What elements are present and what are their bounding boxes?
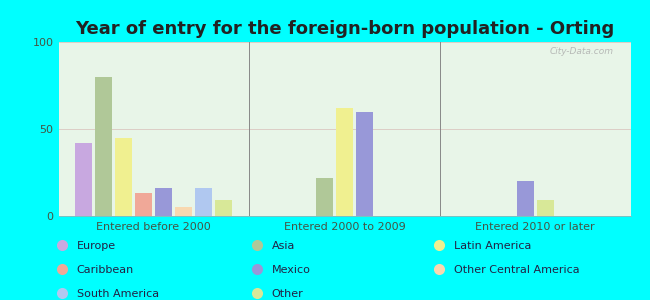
Bar [176, 207, 192, 216]
Text: Latin America: Latin America [454, 241, 531, 251]
Bar [356, 112, 373, 216]
Text: City-Data.com: City-Data.com [549, 47, 614, 56]
Bar [195, 188, 213, 216]
Bar [115, 138, 133, 216]
Bar [215, 200, 233, 216]
Bar [155, 188, 172, 216]
Text: Asia: Asia [272, 241, 295, 251]
Text: Caribbean: Caribbean [77, 265, 134, 275]
Text: Other Central America: Other Central America [454, 265, 579, 275]
Bar [316, 178, 333, 216]
Title: Year of entry for the foreign-born population - Orting: Year of entry for the foreign-born popul… [75, 20, 614, 38]
Bar [95, 77, 112, 216]
Bar [75, 143, 92, 216]
Text: Europe: Europe [77, 241, 116, 251]
Bar [336, 108, 353, 216]
Text: South America: South America [77, 289, 159, 299]
Bar [135, 194, 152, 216]
Text: Mexico: Mexico [272, 265, 311, 275]
Bar [537, 200, 554, 216]
Bar [517, 181, 534, 216]
Text: Other: Other [272, 289, 304, 299]
